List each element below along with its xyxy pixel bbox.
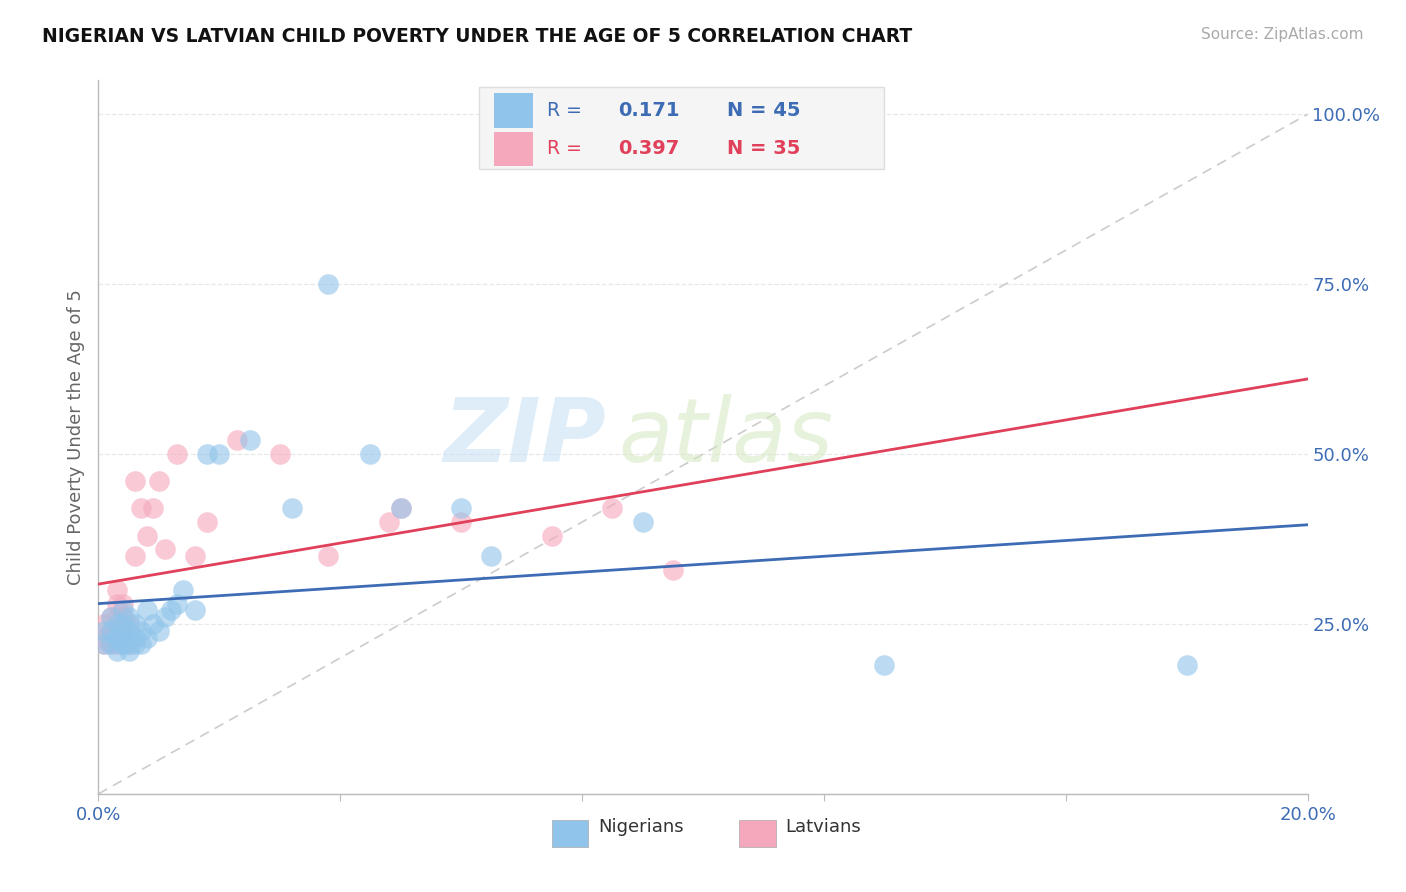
Point — [129, 624, 152, 638]
Point — [450, 501, 472, 516]
Point — [105, 597, 128, 611]
Point — [124, 549, 146, 563]
Point — [111, 610, 134, 624]
Point — [184, 603, 207, 617]
Point — [269, 447, 291, 461]
Point — [135, 631, 157, 645]
Point — [239, 434, 262, 448]
Point — [118, 610, 141, 624]
Point — [105, 631, 128, 645]
Point — [124, 617, 146, 632]
Point — [142, 617, 165, 632]
Y-axis label: Child Poverty Under the Age of 5: Child Poverty Under the Age of 5 — [66, 289, 84, 585]
Point — [111, 624, 134, 638]
Point — [118, 624, 141, 638]
Point — [100, 624, 122, 638]
Point — [105, 582, 128, 597]
Point — [377, 515, 399, 529]
Point — [105, 637, 128, 651]
Point — [389, 501, 412, 516]
Point — [129, 637, 152, 651]
Point — [105, 624, 128, 638]
Point — [111, 637, 134, 651]
Point — [160, 603, 183, 617]
Point — [135, 528, 157, 542]
Point — [100, 610, 122, 624]
Text: Latvians: Latvians — [785, 818, 860, 836]
Point — [93, 624, 115, 638]
Point — [135, 603, 157, 617]
Point — [100, 624, 122, 638]
Point — [389, 501, 412, 516]
Point — [631, 515, 654, 529]
Point — [481, 549, 503, 563]
Point — [1175, 657, 1198, 672]
Text: 0.397: 0.397 — [619, 139, 679, 159]
Point — [111, 597, 134, 611]
Point — [118, 637, 141, 651]
Point — [208, 447, 231, 461]
Point — [166, 597, 188, 611]
Point — [148, 624, 170, 638]
Point — [661, 563, 683, 577]
Text: R =: R = — [547, 139, 582, 159]
Text: Source: ZipAtlas.com: Source: ZipAtlas.com — [1201, 27, 1364, 42]
Point — [118, 637, 141, 651]
Point — [602, 501, 624, 516]
Text: ZIP: ZIP — [443, 393, 606, 481]
Bar — [740, 821, 776, 847]
Point — [93, 631, 115, 645]
Text: N = 45: N = 45 — [727, 101, 800, 120]
Text: R =: R = — [547, 101, 582, 120]
Point — [129, 501, 152, 516]
Point — [105, 610, 128, 624]
Point — [195, 515, 218, 529]
Point — [166, 447, 188, 461]
Point — [316, 277, 339, 292]
Point — [93, 637, 115, 651]
Point — [105, 631, 128, 645]
Point — [118, 617, 141, 632]
Point — [100, 637, 122, 651]
Point — [153, 610, 176, 624]
Point — [450, 515, 472, 529]
Point — [93, 637, 115, 651]
Point — [172, 582, 194, 597]
Text: Nigerians: Nigerians — [598, 818, 683, 836]
Point — [195, 447, 218, 461]
Bar — [479, 87, 884, 169]
Point — [153, 542, 176, 557]
Point — [316, 549, 339, 563]
Point — [540, 528, 562, 542]
Point — [360, 447, 382, 461]
Point — [124, 631, 146, 645]
Text: atlas: atlas — [619, 394, 834, 480]
Bar — [494, 132, 533, 166]
Point — [226, 434, 249, 448]
Point — [111, 624, 134, 638]
Point — [93, 617, 115, 632]
Text: N = 35: N = 35 — [727, 139, 800, 159]
Point — [281, 501, 304, 516]
Text: NIGERIAN VS LATVIAN CHILD POVERTY UNDER THE AGE OF 5 CORRELATION CHART: NIGERIAN VS LATVIAN CHILD POVERTY UNDER … — [42, 27, 912, 45]
Bar — [551, 821, 588, 847]
Point — [124, 637, 146, 651]
Point — [100, 637, 122, 651]
Point — [873, 657, 896, 672]
Point — [111, 617, 134, 632]
Point — [100, 610, 122, 624]
Point — [118, 644, 141, 658]
Point — [105, 617, 128, 632]
Point — [111, 637, 134, 651]
Point — [124, 475, 146, 489]
Point — [142, 501, 165, 516]
Point — [184, 549, 207, 563]
Point — [148, 475, 170, 489]
Bar — [494, 94, 533, 128]
Text: 0.171: 0.171 — [619, 101, 681, 120]
Point — [111, 603, 134, 617]
Point — [118, 631, 141, 645]
Point — [105, 644, 128, 658]
